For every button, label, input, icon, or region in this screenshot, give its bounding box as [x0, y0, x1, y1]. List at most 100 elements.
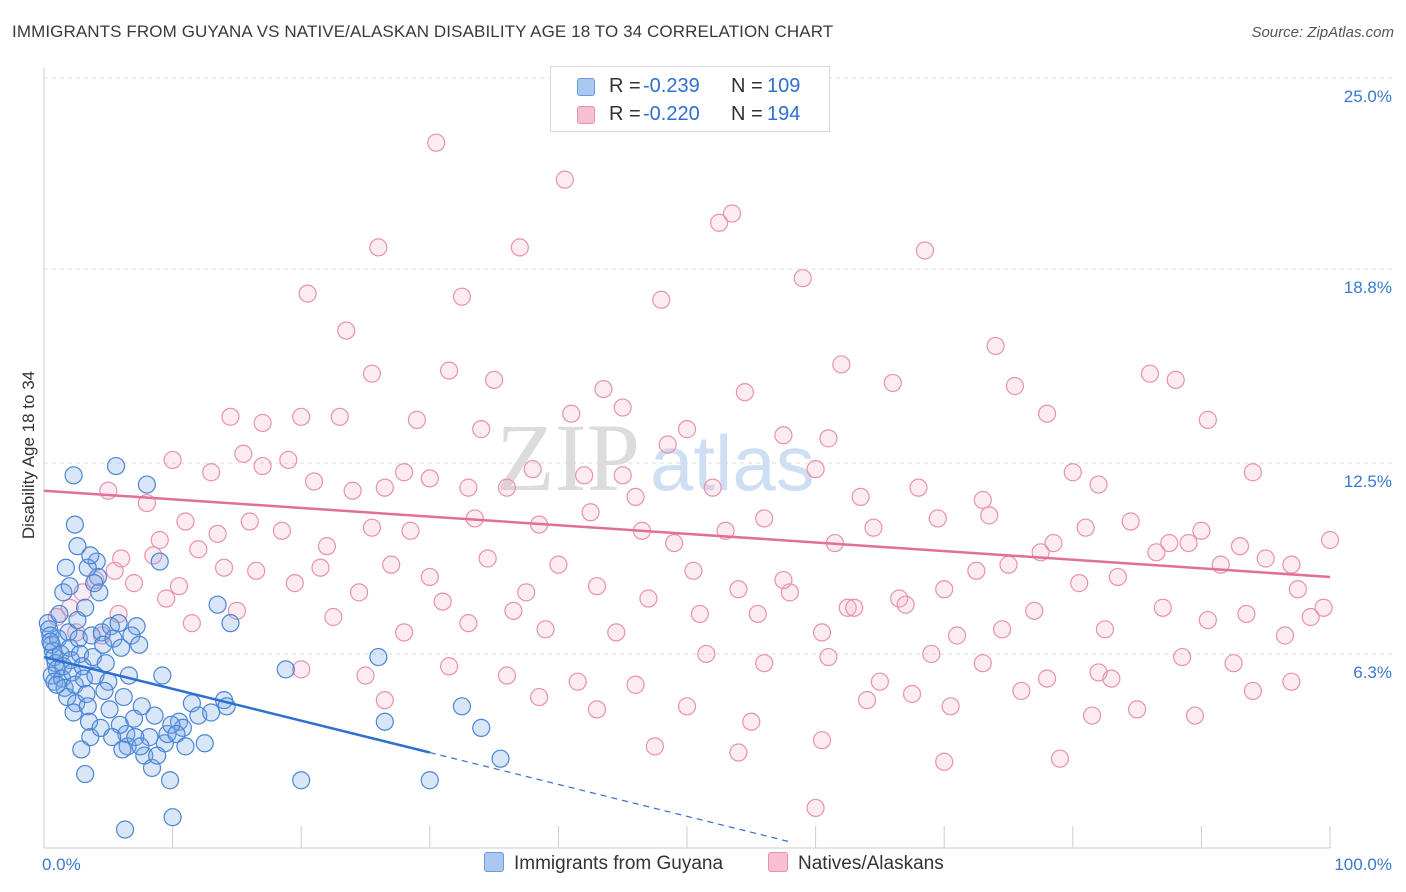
native-point — [253, 413, 272, 433]
native-point — [292, 660, 311, 679]
native-point — [202, 463, 221, 482]
legend-swatch-natives — [577, 106, 595, 124]
native-point — [472, 420, 491, 439]
native-point — [504, 601, 523, 620]
x-tick-label: 0.0% — [42, 855, 81, 874]
guyana-point — [122, 626, 141, 645]
native-point — [272, 521, 292, 540]
guyana-point — [109, 614, 128, 633]
native-point — [337, 321, 356, 340]
y-tick-label: 6.3% — [1353, 663, 1392, 682]
legend-swatch-guyana — [577, 78, 595, 96]
native-point — [742, 712, 761, 731]
guyana-point — [56, 558, 75, 577]
native-point — [1121, 512, 1140, 531]
native-point — [157, 589, 176, 608]
native-point — [845, 598, 864, 617]
guyana-point — [59, 623, 78, 642]
native-point — [992, 620, 1012, 639]
guyana-point — [292, 771, 311, 790]
native-point — [478, 549, 497, 568]
guyana-point — [114, 687, 133, 707]
native-point — [1089, 663, 1108, 682]
n-label: N = — [731, 75, 763, 97]
native-point — [304, 472, 324, 491]
guyana-point — [472, 718, 491, 737]
guyana-point — [106, 456, 126, 476]
native-point — [568, 672, 587, 691]
native-point — [394, 623, 414, 642]
native-point — [427, 133, 446, 152]
guyana-point — [79, 712, 99, 731]
guyana-point — [145, 706, 164, 725]
native-point — [420, 469, 439, 488]
native-point — [722, 204, 742, 223]
native-point — [697, 644, 716, 664]
native-point — [292, 407, 311, 426]
guyana-point — [81, 728, 100, 747]
guyana-point — [50, 604, 69, 624]
native-point — [986, 336, 1005, 356]
guyana-point — [85, 574, 104, 593]
native-point — [1095, 620, 1115, 639]
native-point — [401, 521, 420, 540]
native-point — [1166, 370, 1185, 389]
native-point — [896, 595, 915, 614]
legend-label-natives: Natives/Alaskans — [798, 853, 944, 874]
guyana-point — [126, 728, 145, 747]
y-axis-label: Disability Age 18 to 34 — [19, 371, 38, 539]
x-tick-label: 100.0% — [1334, 855, 1392, 874]
source-label: Source: ZipAtlas.com — [1251, 24, 1394, 41]
guyana-point — [369, 647, 388, 667]
native-point — [690, 604, 709, 624]
guyana-point — [132, 697, 151, 716]
guyana-point — [131, 737, 150, 756]
guyana-point — [127, 617, 146, 636]
legend-swatch-natives — [768, 852, 788, 872]
native-point — [459, 614, 478, 633]
r-label: R = — [609, 75, 641, 97]
native-point — [208, 524, 227, 543]
native-point — [439, 657, 459, 676]
guyana-trend-extension — [429, 751, 791, 843]
native-point — [594, 379, 613, 399]
y-tick-label: 18.8% — [1344, 278, 1392, 297]
guyana-point — [64, 466, 83, 485]
native-point — [112, 549, 131, 568]
guyana-point — [118, 737, 137, 756]
native-point — [626, 487, 645, 506]
native-point — [1037, 669, 1057, 688]
native-point — [124, 574, 144, 593]
guyana-point — [112, 638, 131, 657]
guyana-point — [176, 737, 195, 756]
native-point — [1243, 681, 1262, 701]
native-point — [684, 561, 703, 580]
native-point — [1089, 475, 1108, 494]
native-point — [587, 577, 607, 596]
guyana-point — [47, 675, 66, 694]
chart-title: IMMIGRANTS FROM GUYANA VS NATIVE/ALASKAN… — [12, 22, 834, 41]
guyana-point — [137, 475, 156, 494]
native-point — [523, 460, 542, 479]
n-label: N = — [731, 103, 763, 125]
native-point — [1288, 580, 1307, 599]
native-point — [1256, 549, 1275, 568]
native-point — [973, 654, 992, 673]
native-point — [1082, 706, 1102, 725]
native-point — [485, 370, 504, 389]
guyana-point — [41, 632, 60, 651]
guyana-point — [90, 583, 109, 602]
native-point — [1050, 749, 1070, 768]
native-point — [298, 284, 317, 303]
guyana-point — [60, 577, 79, 596]
native-point — [420, 567, 439, 587]
natives-alaskans-points — [47, 133, 1340, 818]
native-point — [1185, 706, 1205, 725]
native-point — [163, 450, 182, 470]
native-point — [1037, 404, 1057, 423]
native-point — [375, 478, 394, 497]
guyana-point — [221, 614, 240, 633]
r-label: R = — [609, 103, 641, 125]
guyana-point — [130, 635, 149, 654]
guyana-point — [202, 703, 221, 722]
